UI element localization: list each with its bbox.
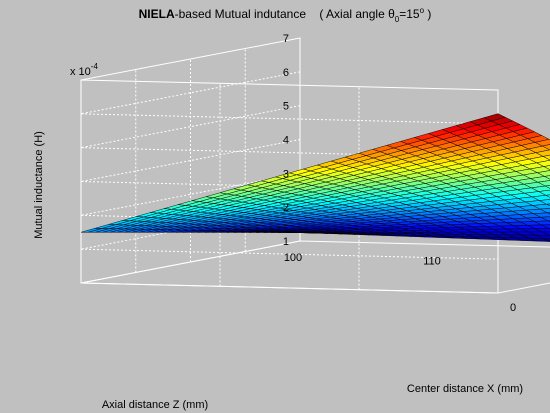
y-tick-label: 100 (284, 252, 302, 264)
surface-patch (531, 195, 550, 201)
x-tick-label: 0 (510, 302, 516, 314)
title-gap (306, 7, 319, 21)
y-tick-label: 110 (423, 255, 441, 267)
surface-patch (535, 234, 550, 239)
z-tick-label: 7 (283, 33, 289, 45)
tick-labels: 1234567020406080100110120130 (283, 33, 516, 314)
z-axis-label: Mutual inductance (H) (33, 131, 45, 239)
surface-patch (535, 149, 550, 157)
surface-mesh (80, 113, 550, 242)
grid-line (80, 113, 499, 125)
grid-line (80, 105, 301, 149)
surface-patch (541, 144, 550, 151)
surface-patch (534, 139, 550, 147)
grid-line (80, 147, 499, 159)
surface-patch (539, 216, 550, 222)
grid-line (80, 248, 499, 260)
surface-patch (543, 165, 550, 170)
exponent-label: x 10-4 (70, 62, 98, 78)
title-equals-value: =15 (399, 7, 420, 21)
z-tick-label: 2 (283, 202, 289, 214)
surface-patch (541, 224, 550, 229)
surface-patch (545, 203, 550, 207)
surface-patch (538, 199, 550, 205)
floor (80, 240, 550, 294)
surface-patch (528, 237, 550, 242)
surface-patch (530, 185, 550, 192)
y-axis-label: Axial distance Z (mm) (102, 399, 208, 411)
surface-patch (531, 204, 550, 210)
z-tick-label: 4 (283, 135, 289, 147)
surface-patch (542, 154, 550, 161)
surface-patch (539, 208, 550, 214)
surface-patch (536, 170, 550, 177)
chart-title: NIELA-based Mutual indutance ( Axial ang… (139, 6, 432, 24)
exponent-power: -4 (91, 62, 99, 71)
surface-patch (535, 160, 550, 167)
surface-patch (544, 185, 550, 189)
surface-patch (537, 189, 550, 196)
title-closing: ) (424, 7, 431, 21)
surface-patch (543, 175, 550, 180)
title-theta: θ (388, 7, 395, 21)
surface-patch (542, 238, 550, 242)
z-tick-label: 3 (283, 168, 289, 180)
z-tick-label: 5 (283, 101, 289, 113)
surface-patch (546, 212, 550, 215)
z-tick-label: 6 (283, 67, 289, 79)
title-degree: o (420, 6, 425, 15)
surface-patch (532, 212, 550, 218)
surface-patch (534, 228, 550, 233)
surface-patch (529, 176, 550, 183)
surface-patch (545, 194, 550, 198)
z-tick-label: 1 (283, 236, 289, 248)
surface-patch (529, 166, 550, 173)
grid-line (80, 71, 301, 115)
surface-patch (537, 180, 550, 187)
title-main: -based Mutual indutance (175, 7, 307, 21)
surface-patch (542, 231, 550, 236)
x-axis-label: Center distance X (mm) (407, 383, 523, 395)
grid-line (80, 139, 301, 182)
exponent-base: x 10 (70, 66, 91, 78)
surface-patch (534, 220, 550, 226)
title-axial-prefix: ( Axial angle (319, 7, 388, 21)
title-bold: NIELA (139, 7, 175, 21)
title-theta-sub: 0 (395, 15, 400, 24)
